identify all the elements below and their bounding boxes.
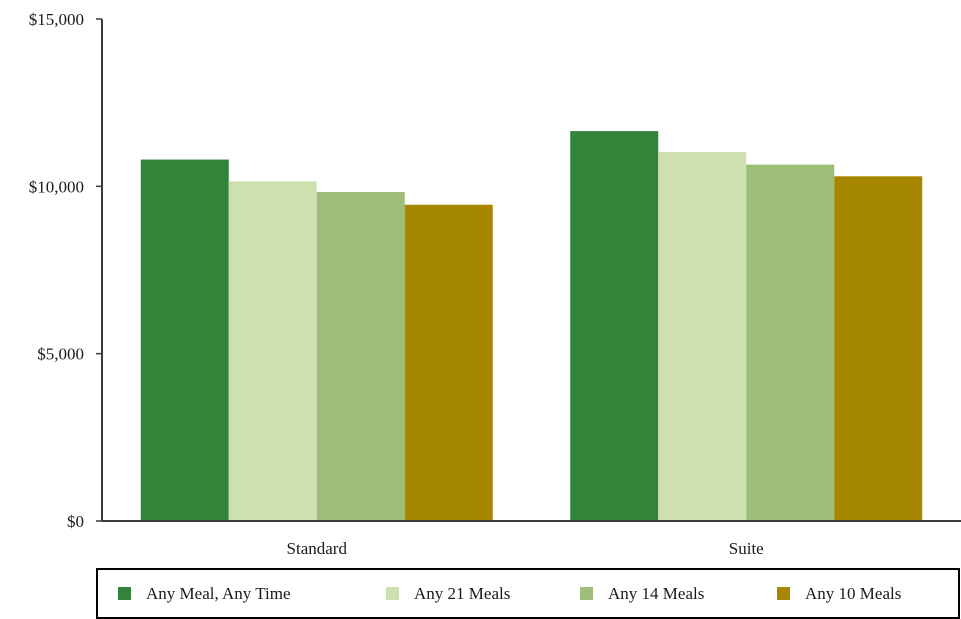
- legend-label: Any Meal, Any Time: [146, 584, 291, 603]
- y-tick-label: $5,000: [37, 345, 84, 364]
- x-category-label: Standard: [287, 539, 348, 558]
- y-axis-ticks: $0 $5,000 $10,000 $15,000: [29, 10, 102, 531]
- bar-standard-series-3: [316, 192, 405, 522]
- bar-suite-series-4: [834, 176, 923, 521]
- x-axis-categories: Standard Suite: [287, 539, 764, 558]
- y-tick-label: $10,000: [29, 177, 84, 196]
- legend: Any Meal, Any Time Any 21 Meals Any 14 Mea…: [118, 584, 901, 603]
- legend-swatch: [580, 587, 593, 600]
- x-category-label: Suite: [729, 539, 764, 558]
- legend-label: Any 14 Meals: [608, 584, 704, 603]
- bar-suite-series-1: [570, 131, 659, 521]
- legend-box: [96, 568, 960, 619]
- bar-standard-series-2: [228, 181, 317, 521]
- bar-standard-series-4: [404, 204, 493, 522]
- legend-swatch: [386, 587, 399, 600]
- legend-swatch: [118, 587, 131, 600]
- bar-standard-series-1: [140, 159, 229, 521]
- y-tick-label: $15,000: [29, 10, 84, 29]
- legend-label: Any 10 Meals: [805, 584, 901, 603]
- bar-suite-series-3: [746, 164, 835, 521]
- legend-label: Any 21 Meals: [414, 584, 510, 603]
- y-tick-label: $0: [67, 512, 84, 531]
- legend-swatch: [777, 587, 790, 600]
- bar-suite-series-2: [658, 152, 747, 521]
- bars-group: [140, 131, 923, 522]
